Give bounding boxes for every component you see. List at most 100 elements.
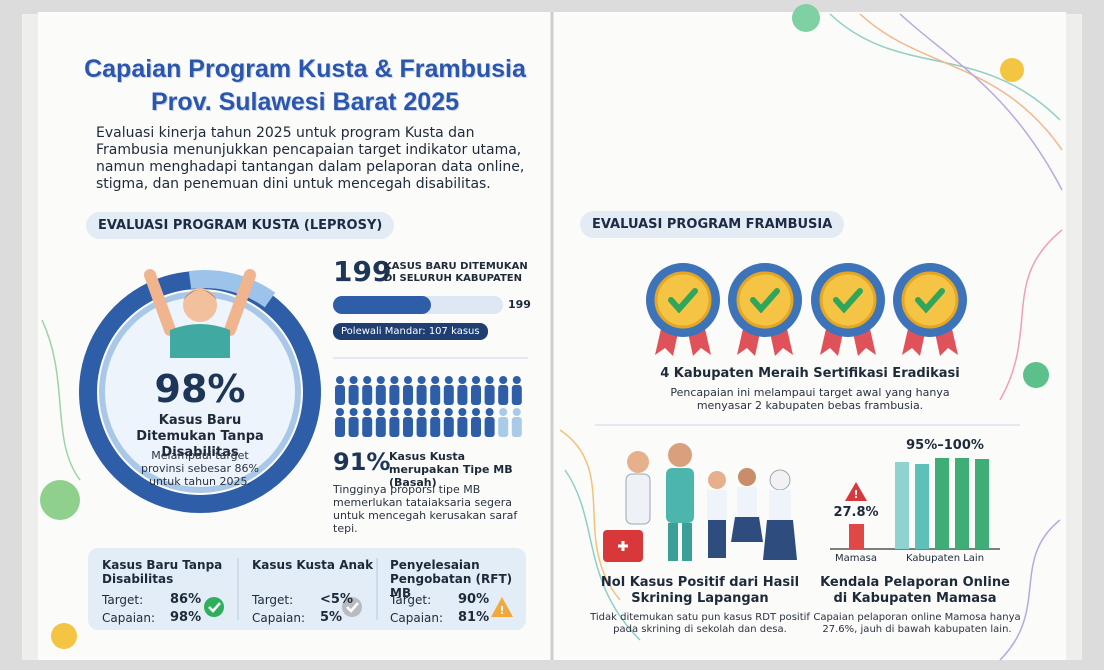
shape [491,597,513,617]
head [485,376,494,384]
person [430,376,441,405]
person-icon [144,269,256,358]
person [484,376,495,405]
mb-value: 91% [333,448,391,476]
person [375,376,386,405]
shape [999,229,1063,401]
head [431,408,440,416]
body [375,417,386,437]
shape [144,269,256,336]
new-cases-label: KASUS BARU DITEMUKAN DI SELURUH KABUPATE… [384,261,528,284]
warning-icon: ! [845,482,867,501]
head [499,408,508,416]
shape [627,451,649,473]
target-value: 90% [458,592,490,607]
status-icon [342,597,362,617]
cert-note: Pencapaian ini melampaui target awal yan… [670,386,950,412]
body [389,385,400,405]
shape [618,541,628,551]
person [511,408,522,437]
shape [170,324,230,358]
indicator-title: Kasus Kusta Anak [252,558,374,572]
head [417,408,426,416]
head [444,376,453,384]
target-label: Target: [252,593,294,607]
person [335,376,345,405]
decorative-lines [41,13,1063,661]
bar-other [975,459,989,549]
mamasa-value: 27.8% [833,505,879,520]
check [668,288,698,314]
body [375,385,386,405]
shape [682,523,692,561]
reporting-heading: Kendala Pelaporan Online di Kabupaten Ma… [820,575,1010,606]
shape [899,13,1063,191]
ring-heading: Kasus Baru Ditemukan Tanpa Disabilitas [136,413,264,460]
shape [737,487,757,517]
shape [204,597,224,617]
achieved-label: Capaian: [252,611,306,625]
medal [893,263,967,356]
head [499,376,508,384]
shape [738,468,756,486]
target-value: 86% [170,592,202,607]
body [498,417,509,437]
cert-heading: 4 Kabupaten Meraih Sertifikasi Eradikasi [660,366,960,381]
achieved-value: 98% [170,610,202,625]
shape [668,523,678,561]
decor-dot [51,623,77,649]
head [349,408,358,416]
head [390,408,399,416]
shape [763,520,797,560]
shape [625,473,651,525]
person [457,376,468,405]
person [457,408,468,437]
person [416,408,427,437]
section-label: EVALUASI PROGRAM FRAMBUSIA [580,211,845,238]
target-label: Target: [390,593,432,607]
progress-fill [333,296,431,314]
achieved-value: 5% [320,610,343,625]
screening-illustration [603,443,797,562]
check [915,288,945,314]
indicator-box [88,548,526,630]
body [471,417,481,437]
ring-gap [188,270,276,308]
head [512,408,521,416]
shape [41,319,81,481]
shape [999,519,1061,661]
medal [728,263,802,356]
body [484,417,495,437]
body [484,385,495,405]
bar-other [915,464,929,549]
head [404,408,412,416]
check [750,288,780,314]
medal [646,263,720,356]
body [416,385,427,405]
others-value: 95%–100% [906,438,984,453]
head [363,376,372,384]
head [404,376,412,384]
mamasa-label: Mamasa [835,553,877,564]
medals [646,263,967,356]
person [471,408,481,437]
shape [183,290,217,300]
shape [666,468,694,523]
person [511,376,522,405]
body [511,385,522,405]
status-icon: ! [491,597,513,617]
people-icons [335,376,522,437]
person [484,408,495,437]
body [389,417,400,437]
bar-other [935,458,949,549]
shape [708,471,726,489]
person [443,408,454,437]
head [472,376,480,384]
body [457,385,468,405]
intro: Evaluasi kinerja tahun 2025 untuk progra… [96,125,525,192]
shape [564,469,641,641]
person [443,376,454,405]
others-label: Kabupaten Lain [905,553,985,564]
body [443,385,454,405]
person [498,408,509,437]
